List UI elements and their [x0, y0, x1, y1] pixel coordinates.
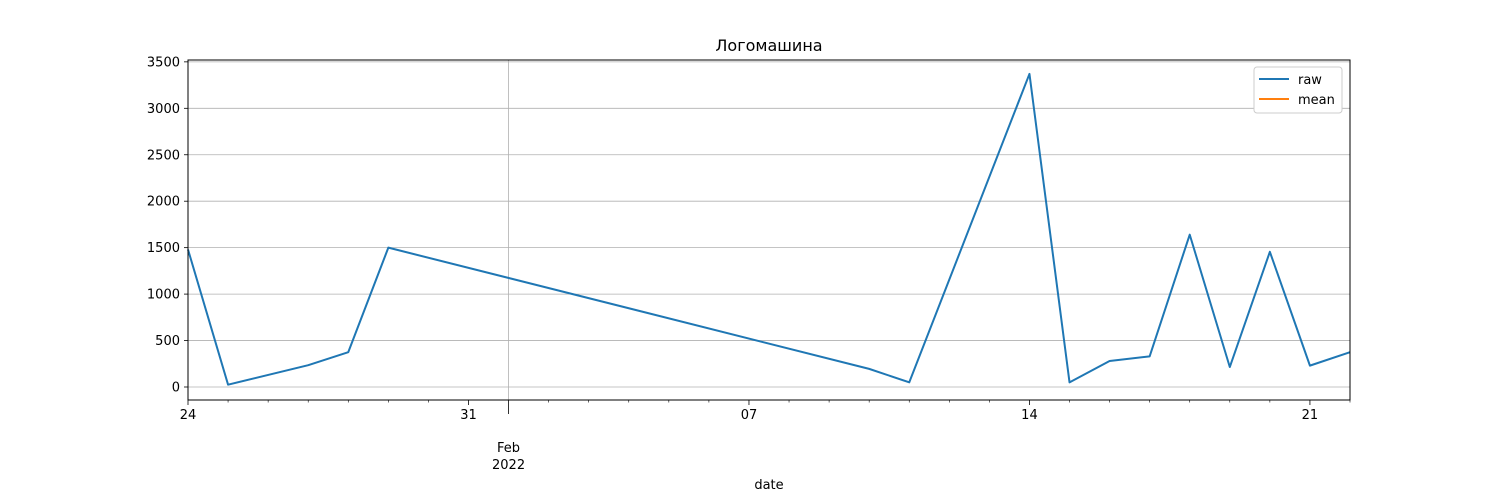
- x-tick-label: 21: [1302, 408, 1319, 423]
- y-tick-label: 1500: [147, 241, 180, 256]
- series-lines: [187, 72, 1351, 386]
- data-point-raw: [1109, 360, 1111, 362]
- data-point-raw: [347, 351, 349, 353]
- x-tick-sublabel: 2022: [492, 458, 525, 473]
- data-point-raw: [227, 384, 229, 386]
- x-axis-label: date: [754, 478, 783, 493]
- y-tick-label: 500: [155, 334, 180, 349]
- y-tick-label: 2500: [147, 148, 180, 163]
- legend-label-raw: raw: [1298, 73, 1322, 88]
- data-point-raw: [1149, 355, 1151, 357]
- x-axis: 24 31 Feb 2022 07 14 21: [180, 400, 1351, 473]
- plot-frame: [187, 59, 1351, 401]
- x-tick-label: 24: [180, 408, 197, 423]
- y-tick-label: 2000: [147, 195, 180, 210]
- data-point-raw: [307, 364, 309, 366]
- data-point-raw: [1229, 366, 1231, 368]
- gridlines: [188, 60, 1350, 400]
- x-tick-label: 14: [1021, 408, 1038, 423]
- series-line-raw: [187, 72, 1351, 386]
- plot-area: [187, 59, 1351, 401]
- data-point-raw: [1028, 73, 1030, 75]
- data-point-raw: [908, 381, 910, 383]
- data-point-raw: [387, 247, 389, 249]
- y-tick-label: 3000: [147, 102, 180, 117]
- x-tick-label: 31: [460, 408, 477, 423]
- legend: raw mean: [1253, 66, 1343, 114]
- data-point-raw: [1189, 234, 1191, 236]
- data-point-raw: [1069, 381, 1071, 383]
- y-tick-label: 3500: [147, 55, 180, 70]
- plot-background: [188, 60, 1350, 400]
- data-point-raw: [868, 368, 870, 370]
- x-tick-label: 07: [741, 408, 758, 423]
- data-point-raw: [1309, 365, 1311, 367]
- x-tick-label: Feb: [497, 441, 520, 456]
- legend-label-mean: mean: [1298, 93, 1335, 108]
- y-axis: 0 500 1000 1500 2000 2500 3000 3500: [147, 55, 188, 395]
- data-point-raw: [1269, 251, 1271, 253]
- chart-title: Логомашина: [715, 36, 822, 55]
- y-tick-label: 1000: [147, 288, 180, 303]
- y-tick-label: 0: [172, 380, 180, 395]
